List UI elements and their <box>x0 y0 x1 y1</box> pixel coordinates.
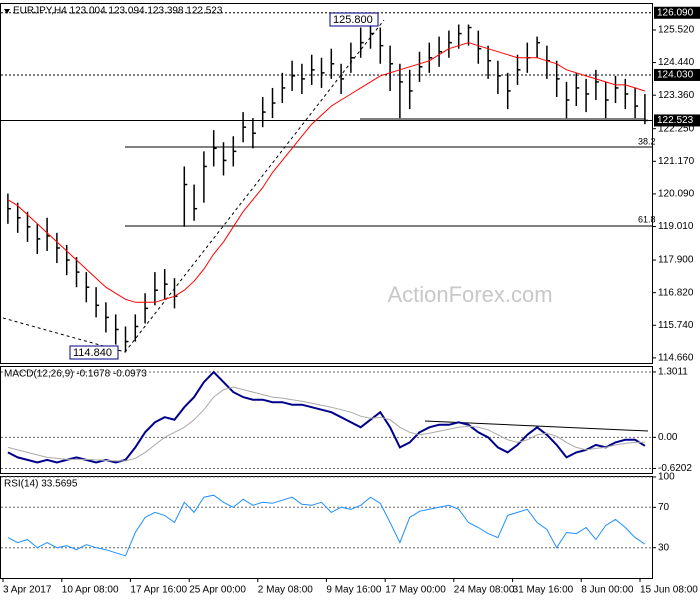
y-tick-label: 121.170 <box>658 156 695 167</box>
x-tick-label: 25 Apr 00:00 <box>189 585 246 596</box>
macd-line <box>7 386 645 462</box>
level-label: 126.090 <box>657 7 694 18</box>
annotation: 38.2 <box>638 136 656 146</box>
y-tick-label: 125.520 <box>658 25 695 36</box>
macd-title: MACD(12,26,9) -0.1678 -0.0973 <box>4 369 147 380</box>
x-tick-label: 8 Jun 00:00 <box>581 585 634 596</box>
annotation: 114.840 <box>73 347 112 359</box>
symbol-icon <box>4 9 10 14</box>
y-tick-label: 30 <box>658 542 670 553</box>
y-tick-label: 1.3011 <box>658 367 688 378</box>
x-tick-label: 9 May 16:00 <box>326 585 381 596</box>
level-label-box <box>654 68 700 81</box>
y-tick-label: 119.010 <box>658 221 694 232</box>
chart-title: EURJPY,H4 123.004 123.094 123.398 122.52… <box>13 6 223 17</box>
y-tick-label: 123.360 <box>658 90 695 101</box>
y-tick-label: 124.440 <box>658 57 695 68</box>
level-label-box <box>654 114 700 127</box>
annotation: 61.8 <box>638 214 656 224</box>
rsi-title: RSI(14) 33.5695 <box>4 479 78 490</box>
watermark: ActionForex.com <box>387 282 552 307</box>
y-tick-label: 0.00 <box>658 432 678 443</box>
x-tick-label: 17 May 00:00 <box>385 585 446 596</box>
price-panel <box>0 3 653 364</box>
x-tick-label: 2 May 08:00 <box>258 585 313 596</box>
level-label: 124.030 <box>657 70 694 81</box>
y-tick-label: 117.900 <box>658 255 694 266</box>
y-tick-label: 114.660 <box>658 353 694 364</box>
x-tick-label: 24 May 08:00 <box>454 585 515 596</box>
y-tick-label: 122.250 <box>658 123 695 134</box>
y-tick-label: 115.740 <box>658 320 694 331</box>
y-tick-label: 100 <box>658 472 675 483</box>
x-tick-label: 10 Apr 08:00 <box>62 585 119 596</box>
x-tick-label: 3 Apr 2017 <box>3 585 52 596</box>
y-tick-label: -0.6202 <box>658 463 692 474</box>
y-tick-label: 120.090 <box>658 189 695 200</box>
y-tick-label: 116.820 <box>658 287 694 298</box>
x-tick-label: 17 Apr 16:00 <box>130 585 187 596</box>
level-label: 122.523 <box>657 115 694 126</box>
annotation-box <box>69 345 119 360</box>
y-tick-label: 70 <box>658 502 670 513</box>
level-label-box <box>654 6 700 19</box>
moving-average <box>7 42 646 303</box>
x-tick-label: 15 Jun 08:00 <box>640 585 698 596</box>
macd-panel <box>0 366 653 474</box>
x-tick-label: 31 May 16:00 <box>513 585 574 596</box>
annotation: 125.800 <box>333 14 373 26</box>
macd-line <box>7 370 646 464</box>
rsi-line <box>7 494 646 557</box>
annotation-box <box>329 12 379 27</box>
